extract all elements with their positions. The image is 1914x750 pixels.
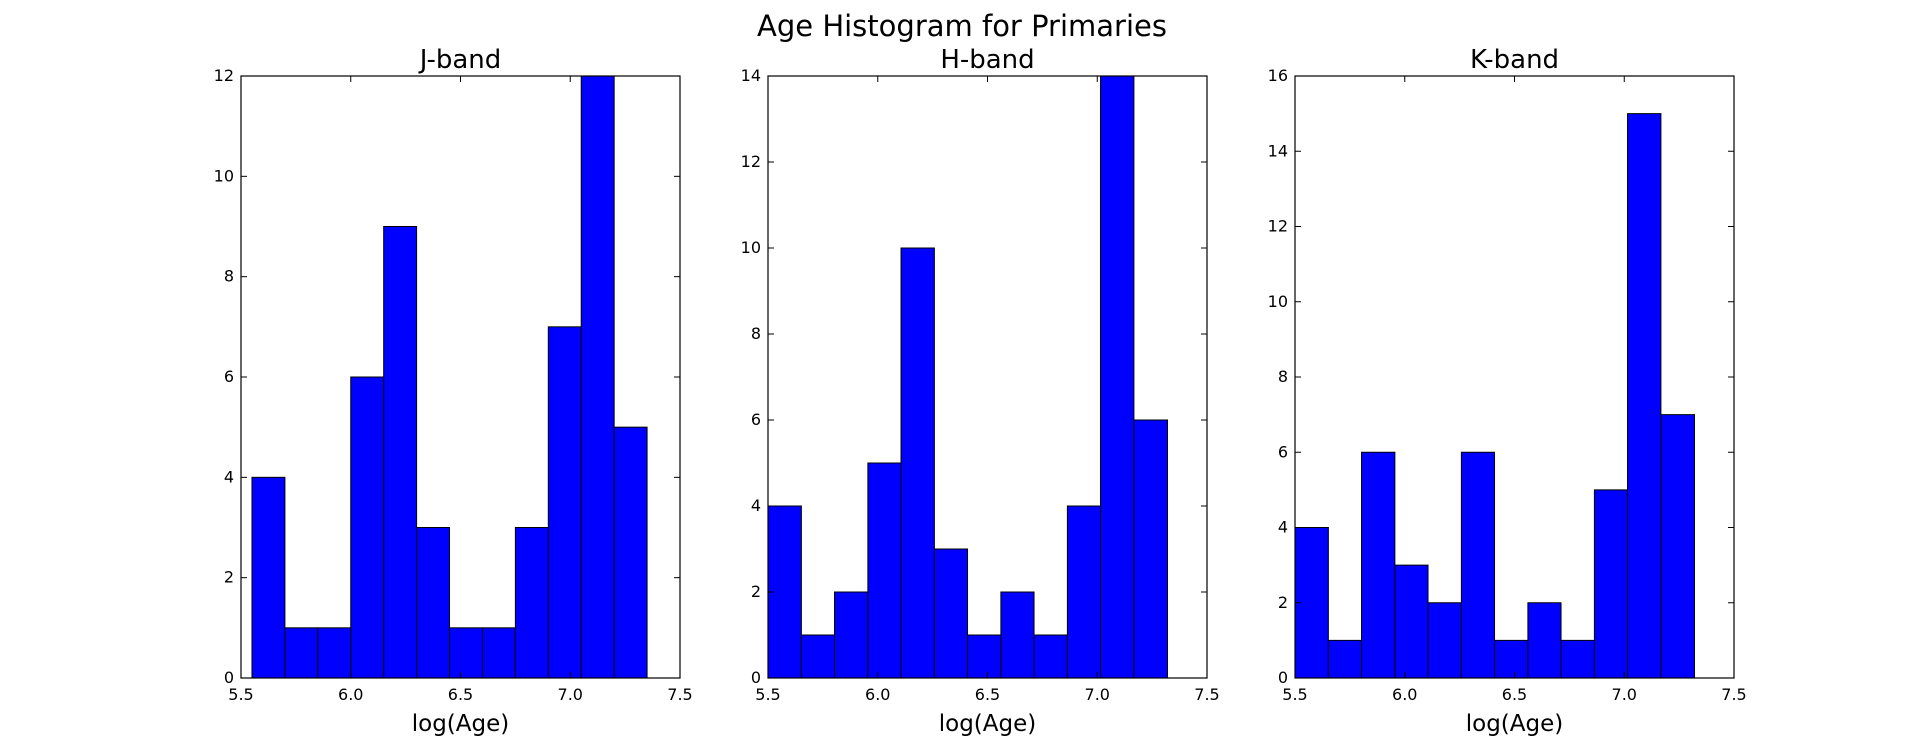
histogram-bar — [1327, 639, 1363, 679]
histogram-bar — [1427, 602, 1462, 679]
panel-1: 5.5 6.0 6.5 7.0 7.5 0 2 4 6 8 10 12 J-band log(Age) — [214, 45, 693, 737]
histogram-bar — [449, 627, 483, 679]
x-tick-label: 7.0 — [558, 685, 583, 704]
histogram-bar — [350, 376, 385, 679]
y-tick-label: 8 — [224, 267, 234, 286]
y-tick-label: 0 — [1278, 668, 1288, 687]
x-axis-label: log(Age) — [412, 711, 510, 737]
histogram-bar — [1527, 602, 1562, 679]
x-tick-label: 7.5 — [1721, 685, 1746, 704]
histogram-bar — [1394, 564, 1429, 679]
y-tick-label: 2 — [751, 582, 761, 601]
panel-2: 5.5 6.0 6.5 7.0 7.5 0 2 4 6 8 10 12 14 H-band log(Age) — [741, 45, 1220, 737]
x-tick-label: 6.0 — [865, 685, 890, 704]
y-tick-label: 16 — [1268, 66, 1288, 85]
panels: 5.5 6.0 6.5 7.0 7.5024681012J-bandlog(Age)5.… — [214, 45, 1747, 737]
y-tick-label: 8 — [751, 324, 761, 343]
x-tick-label: 6.0 — [1392, 685, 1417, 704]
histogram-bar — [613, 426, 648, 679]
panel-title: H-band — [940, 45, 1034, 75]
x-tick-label: 5.5 — [1282, 685, 1307, 704]
histogram-bar — [1660, 414, 1695, 679]
histogram-bar — [900, 247, 935, 679]
histogram-bar — [284, 627, 319, 679]
histogram-bar — [514, 527, 549, 679]
x-tick-label: 7.5 — [667, 685, 692, 704]
histogram-bar — [800, 634, 836, 679]
histogram-bar — [1627, 113, 1662, 679]
x-tick-label: 7.0 — [1085, 685, 1110, 704]
x-axis-label: log(Age) — [1466, 711, 1564, 737]
y-tick-label: 8 — [1278, 367, 1288, 386]
histogram-bar — [317, 627, 352, 679]
y-tick-label: 4 — [224, 467, 234, 486]
histogram-bar — [933, 548, 969, 679]
histogram-bar — [1560, 639, 1595, 679]
histogram-bar — [1494, 639, 1529, 679]
y-tick-label: 14 — [741, 66, 761, 85]
x-tick-label: 5.5 — [228, 685, 253, 704]
y-tick-label: 12 — [1268, 217, 1288, 236]
histogram-bar — [1000, 591, 1035, 679]
x-tick-label: 7.0 — [1612, 685, 1637, 704]
x-axis-label: log(Age) — [939, 711, 1037, 737]
y-tick-label: 14 — [1268, 141, 1288, 160]
y-tick-label: 0 — [751, 668, 761, 687]
x-tick-label: 6.5 — [448, 685, 473, 704]
histogram-bar — [383, 226, 418, 679]
panel-title: K-band — [1470, 45, 1559, 75]
y-tick-label: 12 — [741, 152, 761, 171]
histogram-bar — [1100, 75, 1135, 679]
x-tick-label: 6.5 — [975, 685, 1000, 704]
y-tick-label: 10 — [1268, 292, 1288, 311]
histogram-bar — [1133, 419, 1168, 679]
histogram-bar — [1033, 634, 1068, 679]
histogram-bar — [834, 591, 869, 679]
y-tick-label: 12 — [214, 66, 234, 85]
histogram-bar — [481, 627, 516, 679]
y-tick-label: 6 — [1278, 442, 1288, 461]
x-tick-label: 6.0 — [338, 685, 363, 704]
x-tick-label: 5.5 — [755, 685, 780, 704]
y-tick-label: 10 — [741, 238, 761, 257]
histogram-bar — [1460, 451, 1496, 679]
y-tick-label: 2 — [224, 568, 234, 587]
histogram-bar — [867, 462, 902, 679]
histogram-bar — [1066, 505, 1102, 679]
panel-title: J-band — [418, 45, 502, 75]
panel-3: 5.5 6.0 6.5 7.0 7.5 0 2 4 6 8 10 12 14 16 K-band log(Ag… — [1268, 45, 1747, 737]
y-tick-label: 6 — [751, 410, 761, 429]
y-tick-label: 0 — [224, 668, 234, 687]
histogram-bar — [1593, 489, 1629, 679]
histogram-bar — [580, 75, 615, 679]
y-tick-label: 6 — [224, 367, 234, 386]
histogram-bar — [416, 527, 451, 679]
figure-suptitle: Age Histogram for Primaries — [757, 9, 1167, 43]
y-tick-label: 4 — [1278, 518, 1288, 537]
histogram-bar — [1361, 451, 1396, 679]
x-tick-label: 6.5 — [1502, 685, 1527, 704]
y-tick-label: 2 — [1278, 593, 1288, 612]
histogram-bar — [251, 476, 286, 679]
histogram-bar — [547, 326, 582, 679]
y-tick-label: 10 — [214, 166, 234, 185]
y-tick-label: 4 — [751, 496, 761, 515]
x-tick-label: 7.5 — [1194, 685, 1219, 704]
histogram-bar — [967, 634, 1002, 679]
